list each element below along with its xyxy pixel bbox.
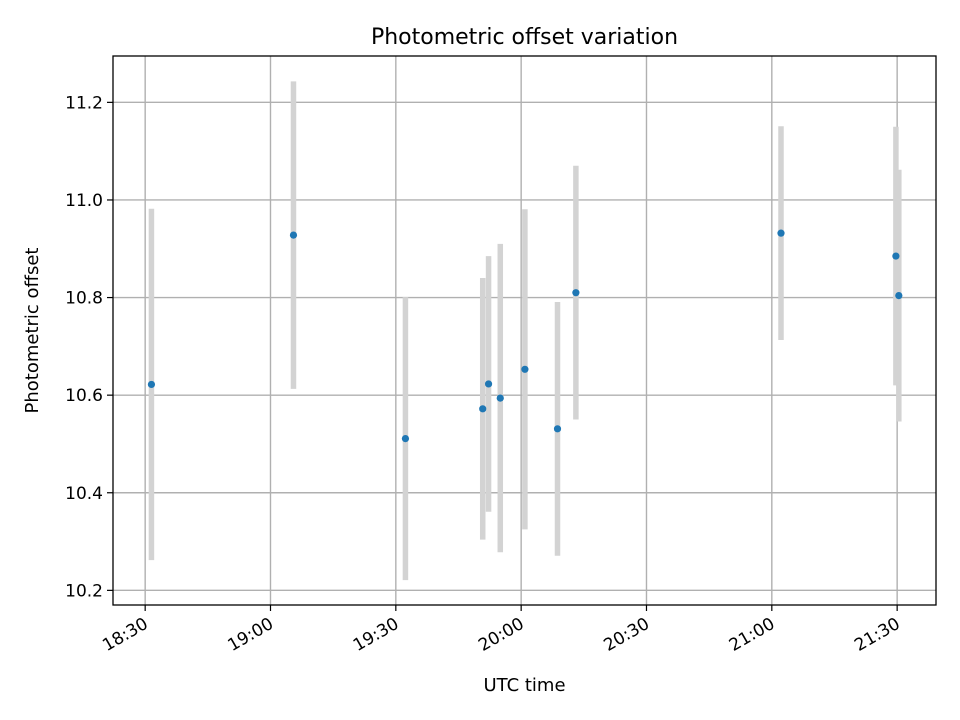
data-point xyxy=(401,434,410,443)
data-point xyxy=(521,365,529,373)
x-tick-label: 18:30 xyxy=(99,614,151,656)
y-axis-label: Photometric offset xyxy=(22,248,43,414)
x-tick-label: 21:00 xyxy=(726,614,778,656)
y-tick-label: 10.2 xyxy=(65,581,103,601)
data-point xyxy=(484,380,493,388)
x-axis-ticks: 18:30 19:00 19:30 20:00 20:30 21:00 21:30 xyxy=(99,605,904,656)
data-point xyxy=(479,405,487,413)
y-tick-label: 11.0 xyxy=(65,191,103,211)
data-point xyxy=(147,380,156,389)
data-point xyxy=(553,425,562,433)
data-point xyxy=(572,289,580,297)
x-tick-label: 20:00 xyxy=(475,614,527,656)
x-tick-label: 19:00 xyxy=(225,614,277,656)
data-point xyxy=(895,292,903,300)
y-axis-ticks: 10.2 10.4 10.6 10.8 11.0 11.2 xyxy=(65,93,113,601)
x-tick-label: 21:30 xyxy=(851,614,903,656)
data-point xyxy=(777,229,785,237)
data-point xyxy=(892,252,900,260)
plot-frame xyxy=(112,55,937,606)
data-points xyxy=(147,229,903,443)
x-tick-label: 19:30 xyxy=(350,614,402,656)
chart-title: Photometric offset variation xyxy=(371,25,678,50)
x-tick-label: 20:30 xyxy=(601,614,653,656)
data-point xyxy=(496,394,504,402)
error-bars xyxy=(148,81,902,581)
x-axis-label: UTC time xyxy=(483,675,565,696)
y-tick-label: 11.2 xyxy=(65,93,103,113)
y-tick-label: 10.6 xyxy=(65,386,103,406)
y-tick-label: 10.8 xyxy=(65,289,103,309)
y-tick-label: 10.4 xyxy=(65,484,103,504)
data-point xyxy=(289,231,298,239)
